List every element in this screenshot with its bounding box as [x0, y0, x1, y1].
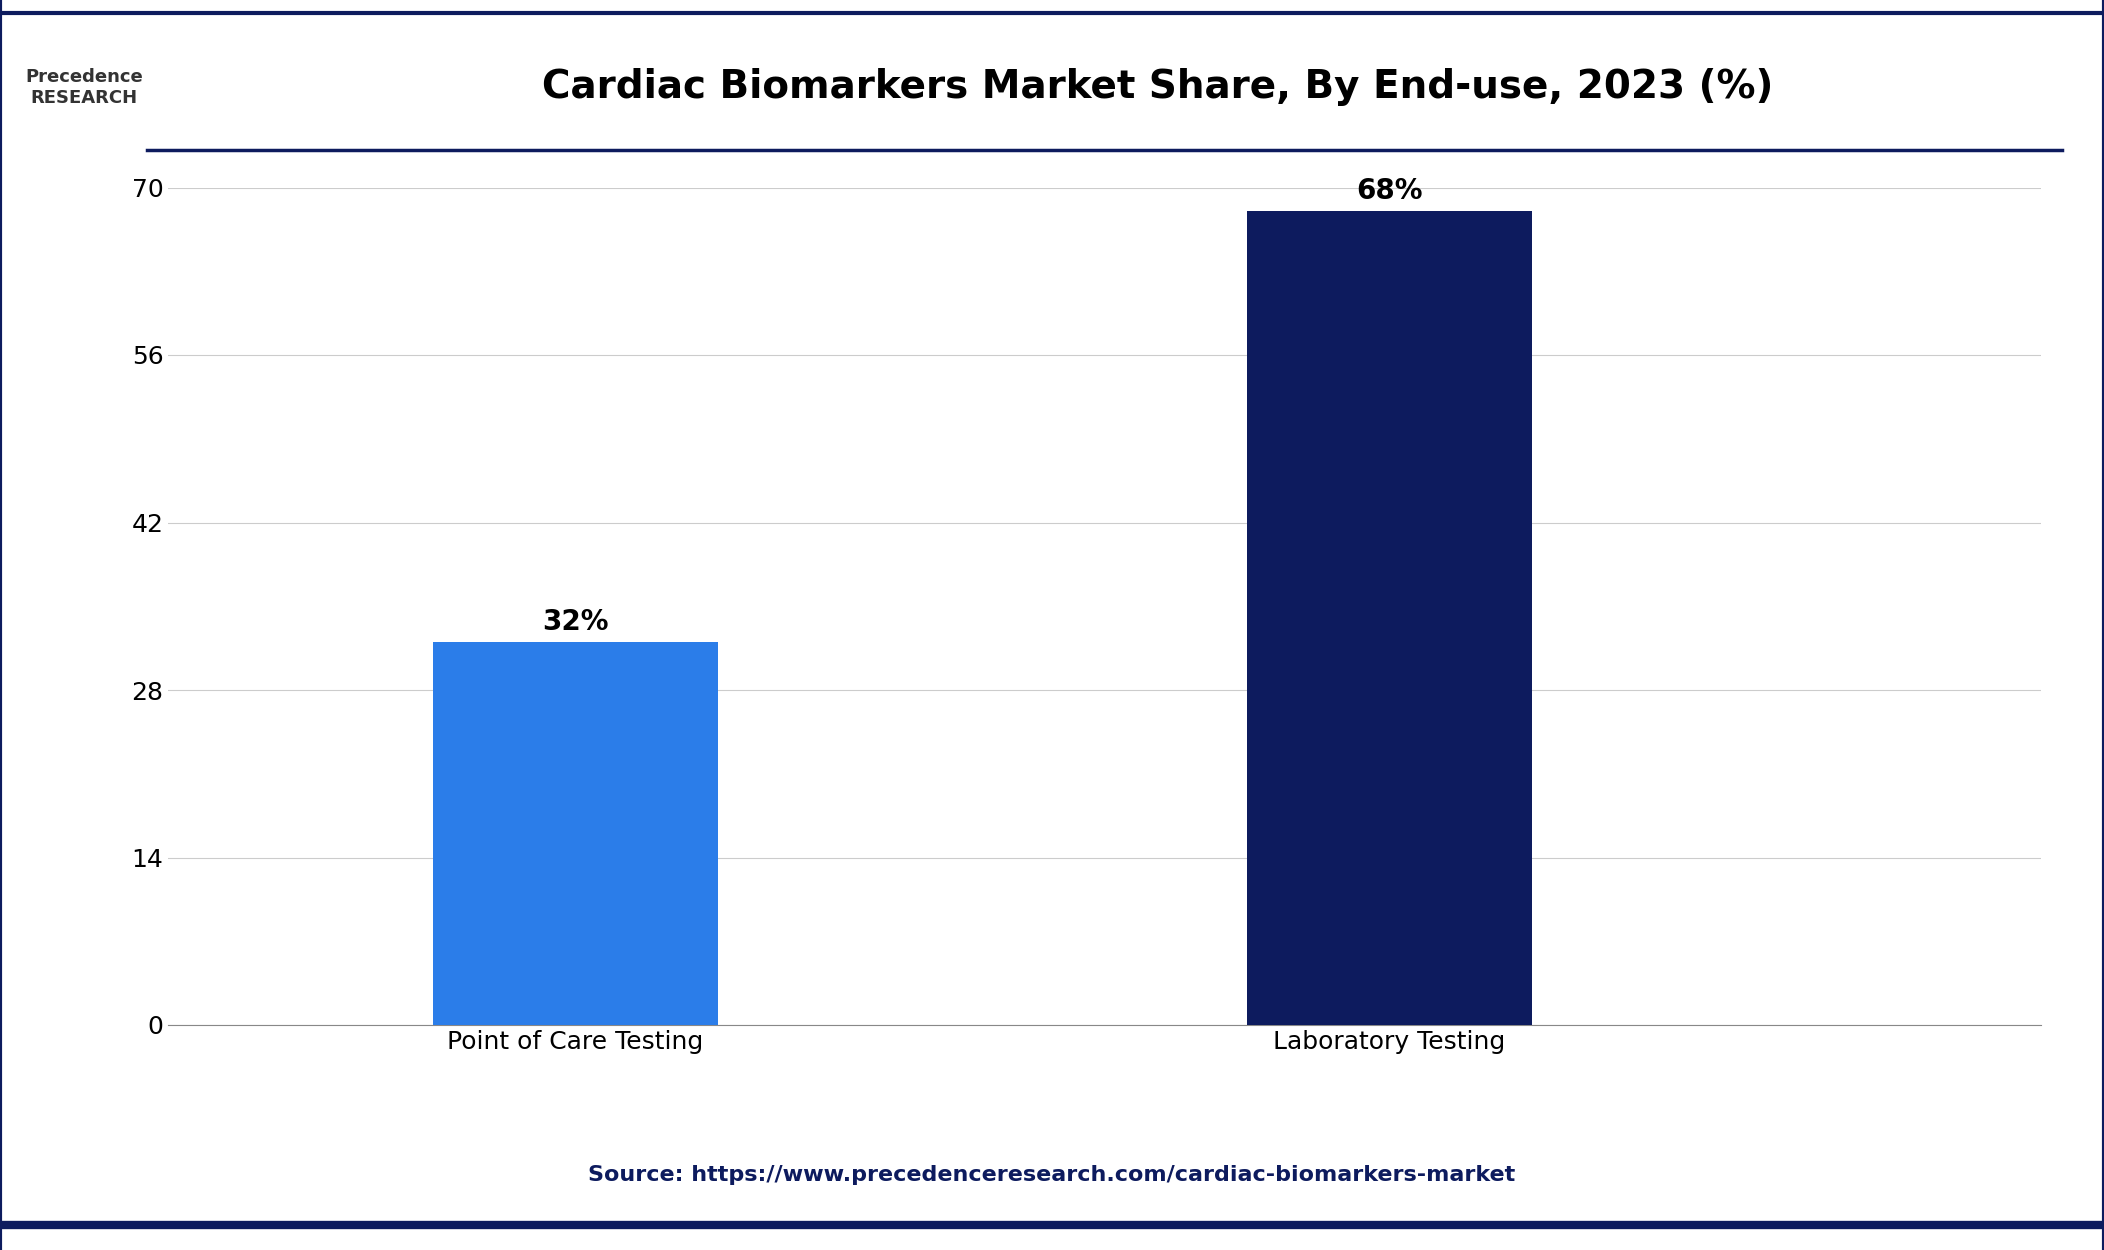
Text: Source: https://www.precedenceresearch.com/cardiac-biomarkers-market: Source: https://www.precedenceresearch.c… [589, 1165, 1515, 1185]
Bar [433, 642, 717, 1025]
Text: Cardiac Biomarkers Market Share, By End-use, 2023 (%): Cardiac Biomarkers Market Share, By End-… [541, 69, 1774, 106]
Bar [1248, 211, 1532, 1025]
Text: 32%: 32% [543, 609, 608, 636]
Text: Precedence
RESEARCH: Precedence RESEARCH [25, 68, 143, 108]
Text: 68%: 68% [1357, 177, 1422, 205]
